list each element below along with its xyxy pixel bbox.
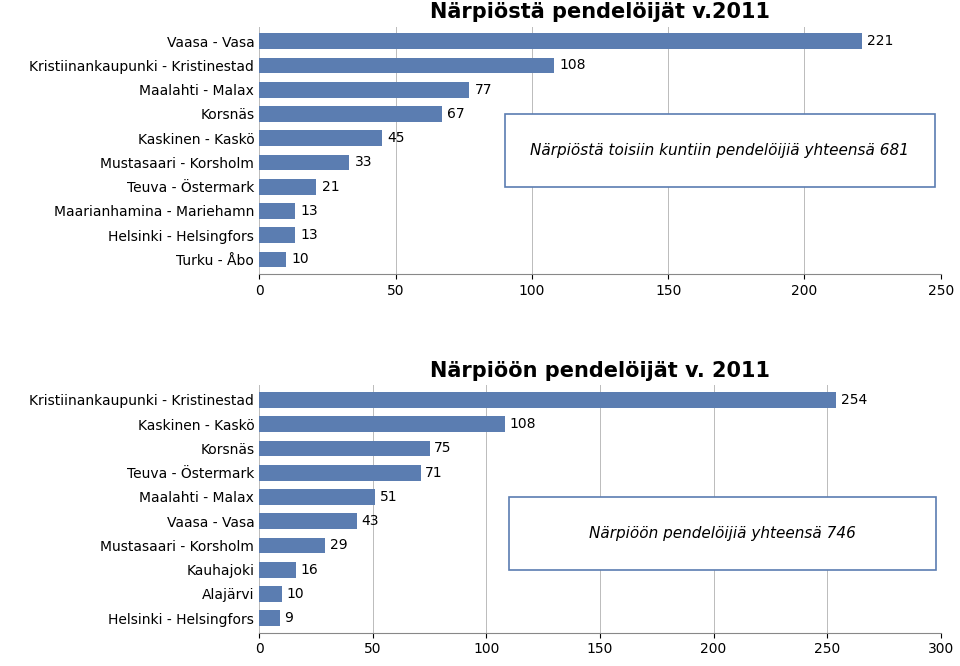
FancyBboxPatch shape [509, 497, 936, 569]
Bar [259, 610, 279, 626]
Text: 254: 254 [841, 393, 867, 407]
Bar [259, 392, 836, 408]
Text: 16: 16 [300, 563, 318, 577]
Text: 51: 51 [379, 490, 397, 504]
Bar [259, 586, 282, 602]
Text: 10: 10 [286, 587, 304, 601]
Title: Närpiöön pendelöijät v. 2011: Närpiöön pendelöijät v. 2011 [430, 361, 770, 381]
Bar [259, 416, 505, 432]
Text: 13: 13 [300, 228, 318, 242]
Bar [259, 179, 317, 194]
Text: 45: 45 [387, 131, 405, 145]
Bar [259, 57, 554, 73]
Text: 29: 29 [329, 538, 348, 552]
Text: 108: 108 [509, 417, 536, 431]
Text: 71: 71 [425, 466, 443, 480]
Bar [259, 440, 430, 456]
Bar [259, 33, 862, 49]
Text: 13: 13 [300, 204, 318, 218]
Bar [259, 82, 469, 98]
Text: 77: 77 [474, 83, 492, 97]
Text: 108: 108 [559, 59, 586, 73]
Text: 43: 43 [362, 514, 379, 528]
Bar [259, 227, 295, 243]
Bar [259, 252, 286, 267]
Text: Närpiöön pendelöijiä yhteensä 746: Närpiöön pendelöijiä yhteensä 746 [589, 525, 856, 541]
Bar [259, 465, 420, 480]
Bar [259, 513, 357, 529]
Text: 33: 33 [354, 155, 372, 169]
Text: 67: 67 [447, 107, 465, 121]
Bar [259, 203, 295, 219]
Text: Närpiöstä toisiin kuntiin pendelöijiä yhteensä 681: Närpiöstä toisiin kuntiin pendelöijiä yh… [531, 143, 909, 158]
Bar [259, 106, 442, 122]
Bar [259, 561, 296, 577]
Text: 75: 75 [434, 442, 451, 456]
Bar [259, 489, 375, 505]
FancyBboxPatch shape [505, 114, 935, 186]
Text: 21: 21 [322, 180, 340, 194]
Bar [259, 155, 349, 170]
Text: 10: 10 [292, 252, 309, 266]
Text: 9: 9 [284, 611, 293, 625]
Bar [259, 537, 325, 553]
Title: Närpiöstä pendelöijät v.2011: Närpiöstä pendelöijät v.2011 [430, 2, 770, 22]
Text: 221: 221 [867, 34, 894, 48]
Bar [259, 131, 382, 146]
